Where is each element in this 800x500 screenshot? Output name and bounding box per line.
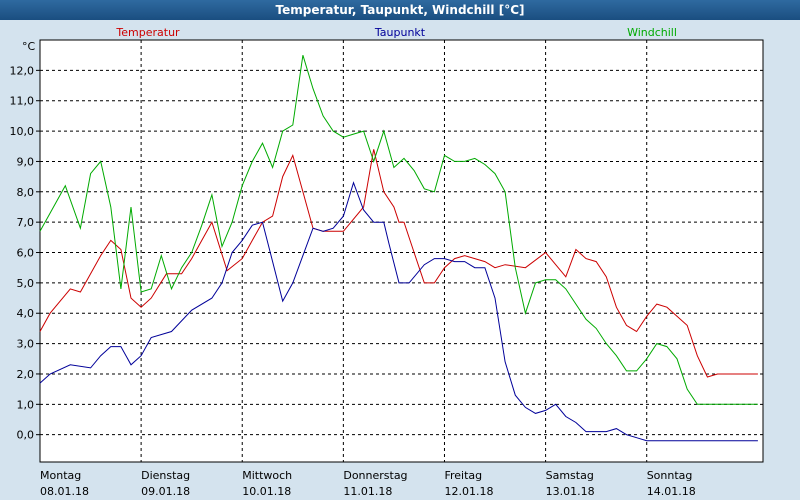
y-tick-label: 4,0: [17, 307, 35, 320]
y-tick-label: 11,0: [10, 95, 35, 108]
x-tick-date: 12.01.18: [444, 485, 493, 498]
y-tick-label: 12,0: [10, 64, 35, 77]
plot-area: [39, 39, 764, 463]
x-tick-date: 14.01.18: [647, 485, 696, 498]
y-tick-label: 1,0: [17, 398, 35, 411]
y-tick-label: 0,0: [17, 429, 35, 442]
x-tick-day: Samstag: [546, 469, 594, 482]
y-unit-label: °C: [22, 40, 36, 53]
x-tick-date: 11.01.18: [343, 485, 392, 498]
legend-taupunkt: Taupunkt: [374, 26, 426, 39]
y-tick-label: 6,0: [17, 247, 35, 260]
x-tick-date: 13.01.18: [546, 485, 595, 498]
x-tick-date: 09.01.18: [141, 485, 190, 498]
legend: Temperatur Taupunkt Windchill: [115, 26, 677, 39]
series-taupunkt-line: [39, 181, 758, 442]
series-windchill-line: [39, 55, 758, 405]
line-chart: °C 0,0 1,0 2,0 3,0 4,0 5,0 6,0 7,0 8,0 9,0 10,0 11,0…: [0, 20, 800, 500]
legend-temperatur: Temperatur: [115, 26, 180, 39]
legend-windchill: Windchill: [627, 26, 677, 39]
y-tick-label: 10,0: [10, 125, 35, 138]
y-tick-label: 2,0: [17, 368, 35, 381]
x-tick-day: Freitag: [444, 469, 482, 482]
x-axis: Montag 08.01.18 Dienstag 09.01.18 Mittwoch 10…: [40, 469, 696, 498]
y-axis: °C 0,0 1,0 2,0 3,0 4,0 5,0 6,0 7,0 8,0 9,0 10,0 11,0…: [10, 40, 40, 442]
series-temperatur-line: [39, 149, 758, 378]
x-tick-day: Montag: [40, 469, 81, 482]
series-lines: [39, 55, 758, 442]
x-tick-day: Donnerstag: [343, 469, 407, 482]
x-tick-day: Sonntag: [647, 469, 693, 482]
gridlines: [40, 40, 763, 462]
y-tick-label: 8,0: [17, 186, 35, 199]
y-tick-label: 9,0: [17, 155, 35, 168]
x-tick-date: 10.01.18: [242, 485, 291, 498]
x-tick-day: Mittwoch: [242, 469, 292, 482]
x-tick-date: 08.01.18: [40, 485, 89, 498]
y-tick-label: 3,0: [17, 338, 35, 351]
y-tick-label: 5,0: [17, 277, 35, 290]
window-title: Temperatur, Taupunkt, Windchill [°C]: [0, 0, 800, 20]
y-tick-label: 7,0: [17, 216, 35, 229]
x-tick-day: Dienstag: [141, 469, 190, 482]
